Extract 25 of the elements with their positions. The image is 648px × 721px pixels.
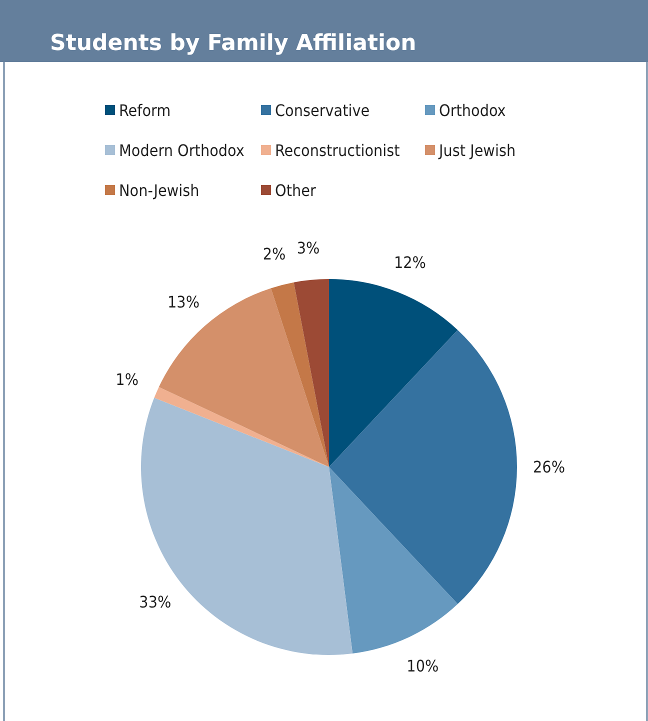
data-label: 10%	[406, 656, 439, 676]
pie-slice	[329, 467, 458, 654]
pie-slice	[154, 386, 329, 467]
chart-title: Students by Family Affiliation	[50, 31, 416, 56]
legend-label: Orthodox	[439, 100, 506, 120]
legend-label: Reconstructionist	[275, 140, 400, 160]
legend-label: Modern Orthodox	[119, 140, 244, 160]
legend-label: Other	[275, 180, 316, 200]
data-label: 12%	[394, 252, 426, 272]
pie-slice	[294, 279, 329, 467]
pie-slice	[141, 398, 353, 655]
pie-slice	[329, 279, 458, 467]
legend-label: Just Jewish	[439, 140, 516, 160]
legend-label: Non-Jewish	[119, 180, 200, 200]
data-label: 33%	[139, 592, 172, 612]
data-label: 3%	[296, 238, 320, 258]
pie-slice	[329, 330, 517, 604]
data-label: 26%	[533, 458, 565, 476]
data-label: 1%	[116, 370, 139, 390]
data-label: 13%	[168, 292, 200, 312]
legend-label: Reform	[119, 100, 171, 120]
pie-slice	[270, 282, 329, 467]
data-label: 2%	[262, 244, 286, 264]
legend-label: Conservative	[275, 100, 370, 120]
pie-slice	[158, 288, 329, 467]
